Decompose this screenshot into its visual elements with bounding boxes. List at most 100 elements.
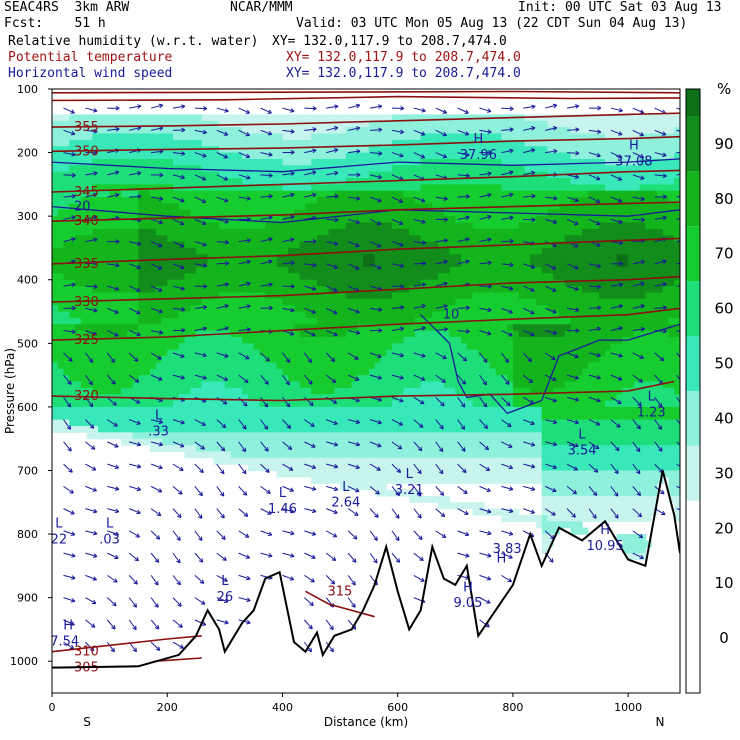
humidity-cell — [184, 425, 191, 433]
humidity-cell — [126, 114, 134, 122]
humidity-cell — [438, 133, 445, 141]
humidity-cell — [374, 464, 382, 472]
humidity-cell — [311, 139, 318, 147]
humidity-cell — [351, 451, 358, 459]
humidity-cell — [409, 413, 416, 421]
humidity-cell — [368, 241, 376, 249]
humidity-cell — [207, 394, 214, 402]
humidity-cell — [230, 146, 237, 154]
humidity-cell — [75, 190, 82, 198]
humidity-cell — [288, 324, 295, 332]
humidity-cell — [432, 190, 439, 198]
humidity-cell — [391, 470, 399, 478]
humidity-cell — [438, 267, 445, 274]
humidity-cell — [109, 139, 116, 147]
humidity-cell — [276, 317, 284, 325]
humidity-cell — [115, 362, 122, 370]
humidity-cell — [282, 178, 289, 185]
humidity-cell — [276, 209, 284, 217]
humidity-cell — [259, 133, 266, 141]
humidity-cell — [472, 381, 479, 389]
humidity-cell — [138, 190, 145, 198]
humidity-cell — [282, 216, 289, 224]
humidity-cell — [299, 362, 307, 370]
humidity-cell — [374, 457, 382, 465]
humidity-cell — [374, 406, 382, 414]
humidity-cell — [317, 451, 324, 459]
humidity-cell — [155, 349, 163, 357]
humidity-cell — [334, 362, 341, 370]
humidity-cell — [109, 254, 116, 262]
humidity-cell — [489, 349, 497, 357]
humidity-cell — [86, 336, 93, 344]
humidity-cell — [288, 190, 295, 198]
humidity-cell — [547, 317, 554, 325]
humidity-cell — [69, 317, 76, 325]
humidity-cell — [230, 305, 237, 313]
humidity-cell — [403, 336, 410, 344]
humidity-cell — [103, 381, 111, 389]
humidity-cell — [507, 368, 514, 376]
humidity-cell — [276, 114, 284, 122]
humidity-cell — [443, 197, 451, 205]
humidity-cell — [190, 260, 197, 268]
humidity-cell — [69, 133, 76, 141]
humidity-cell — [126, 375, 134, 383]
humidity-cell — [69, 241, 76, 249]
humidity-cell — [63, 133, 70, 141]
humidity-cell — [351, 127, 358, 135]
humidity-cell — [443, 425, 451, 433]
humidity-cell — [178, 241, 186, 249]
humidity-cell — [155, 311, 163, 319]
humidity-cell — [322, 413, 330, 421]
humidity-cell — [115, 413, 122, 421]
humidity-cell — [144, 273, 151, 281]
humidity-cell — [484, 120, 491, 128]
humidity-cell — [305, 114, 312, 122]
humidity-cell — [236, 273, 243, 281]
humidity-cell — [288, 298, 295, 306]
humidity-cell — [121, 203, 128, 211]
humidity-cell — [472, 139, 479, 147]
humidity-cell — [276, 387, 284, 395]
humidity-cell — [363, 381, 370, 389]
humidity-cell — [489, 381, 497, 389]
humidity-cell — [317, 247, 324, 255]
humidity-cell — [426, 406, 433, 414]
humidity-cell — [167, 381, 174, 389]
humidity-cell — [328, 368, 335, 376]
humidity-cell — [501, 438, 508, 446]
humidity-cell — [340, 400, 347, 408]
humidity-cell — [184, 235, 191, 243]
humidity-cell — [489, 209, 497, 217]
humidity-cell — [149, 368, 157, 376]
humidity-cell — [541, 133, 549, 141]
humidity-cell — [495, 451, 502, 459]
humidity-cell — [247, 139, 255, 147]
humidity-cell — [282, 425, 289, 433]
humidity-cell — [242, 375, 249, 383]
humidity-cell — [357, 381, 364, 389]
humidity-cell — [547, 336, 554, 344]
humidity-cell — [507, 317, 514, 325]
humidity-cell — [253, 368, 261, 376]
humidity-cell — [478, 222, 485, 230]
humidity-cell — [178, 349, 186, 357]
humidity-cell — [363, 311, 370, 319]
humidity-cell — [311, 317, 318, 325]
humidity-cell — [478, 197, 485, 205]
humidity-cell — [374, 254, 382, 262]
humidity-cell — [553, 292, 560, 300]
humidity-cell — [270, 133, 278, 141]
humidity-cell — [351, 381, 358, 389]
humidity-cell — [207, 349, 214, 357]
humidity-cell — [270, 171, 278, 179]
humidity-cell — [386, 362, 393, 370]
humidity-cell — [455, 362, 462, 370]
humidity-cell — [403, 171, 410, 179]
humidity-cell — [553, 152, 560, 160]
humidity-cell — [190, 292, 197, 300]
humidity-cell — [155, 120, 163, 128]
humidity-cell — [489, 445, 497, 452]
humidity-cell — [247, 375, 255, 383]
